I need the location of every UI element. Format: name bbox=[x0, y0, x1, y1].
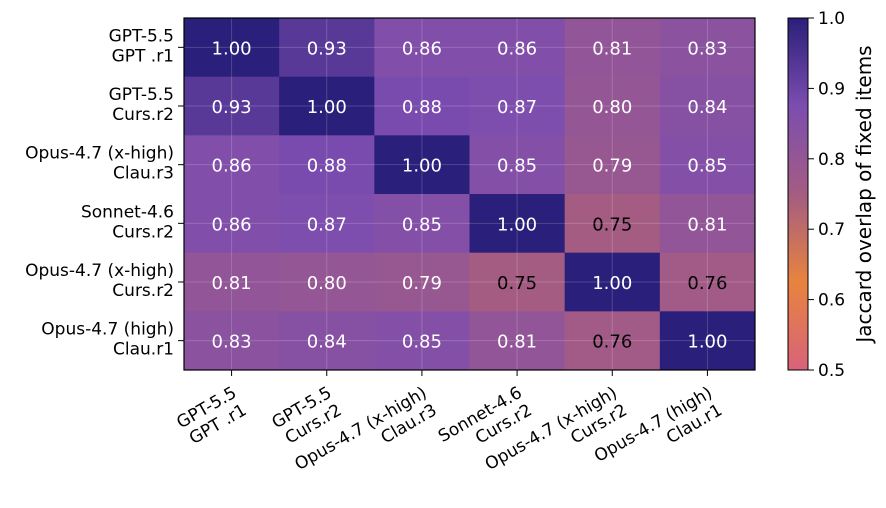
colorbar-tick-label: 0.5 bbox=[818, 361, 845, 381]
heatmap-cell bbox=[564, 76, 661, 136]
y-tick-label: Opus-4.7 (x-high) Curs.r2 bbox=[25, 261, 174, 301]
heatmap-cell bbox=[184, 194, 280, 254]
colorbar-label: Jaccard overlap of fixed items bbox=[852, 45, 876, 344]
cell-value-label: 0.85 bbox=[402, 332, 442, 353]
cell-value-label: 0.86 bbox=[212, 214, 252, 235]
cell-value-label: 0.75 bbox=[592, 214, 632, 235]
cell-value-label: 1.00 bbox=[307, 97, 347, 118]
cell-value-label: 0.76 bbox=[592, 332, 632, 353]
cell-value-label: 0.83 bbox=[687, 38, 727, 59]
heatmap-cell bbox=[279, 194, 375, 254]
y-tick-label: GPT-5.5 GPT .r1 bbox=[109, 26, 174, 66]
plot-frame bbox=[183, 17, 756, 371]
cell-value-label: 0.85 bbox=[402, 214, 442, 235]
heatmap-cell bbox=[279, 252, 375, 312]
colorbar-tick-label: 0.8 bbox=[818, 150, 845, 170]
heatmap-cell bbox=[279, 135, 375, 195]
colorbar: 0.5 0.6 0.7 0.8 0.9 1.0 Jaccard overlap of fi… bbox=[787, 9, 876, 381]
cell-value-label: 0.86 bbox=[497, 38, 537, 59]
heatmap-cell bbox=[659, 194, 756, 254]
heatmap-cell bbox=[564, 18, 661, 78]
heatmap-cell bbox=[469, 311, 566, 371]
heatmap-cell bbox=[564, 194, 661, 254]
cell-value-label: 0.85 bbox=[497, 156, 537, 177]
heatmap-cell bbox=[374, 76, 470, 136]
heatmap-cell bbox=[279, 311, 375, 371]
heatmap-cell bbox=[374, 135, 470, 195]
cell-value-label: 0.80 bbox=[307, 273, 347, 294]
heatmap-gridlines bbox=[184, 18, 755, 370]
cell-value-label: 0.83 bbox=[212, 332, 252, 353]
cell-value-label: 0.86 bbox=[402, 38, 442, 59]
heatmap-cell bbox=[659, 311, 756, 371]
cell-value-label: 0.76 bbox=[687, 273, 727, 294]
cell-value-label: 1.00 bbox=[212, 38, 252, 59]
heatmap-cell bbox=[374, 194, 470, 254]
cell-value-label: 0.81 bbox=[497, 332, 537, 353]
cell-value-label: 1.00 bbox=[497, 214, 537, 235]
heatmap-cell bbox=[659, 76, 756, 136]
colorbar-tick-label: 0.9 bbox=[818, 79, 845, 99]
heatmap-cells: 1.00 0.93 0.86 0.86 0.81 0.83 0.93 1.00 0.88 0.87… bbox=[184, 18, 756, 371]
heatmap-cell bbox=[564, 311, 661, 371]
heatmap-cell bbox=[469, 18, 566, 78]
heatmap-cell bbox=[184, 311, 280, 371]
cell-value-label: 0.80 bbox=[592, 97, 632, 118]
cell-value-label: 0.93 bbox=[212, 97, 252, 118]
heatmap-cell bbox=[374, 252, 470, 312]
colorbar-gradient bbox=[787, 17, 809, 371]
cell-value-label: 0.79 bbox=[592, 156, 632, 177]
cell-value-label: 0.79 bbox=[402, 273, 442, 294]
colorbar-tick-label: 1.0 bbox=[818, 9, 845, 29]
y-tick-label: Sonnet-4.6 Curs.r2 bbox=[81, 202, 174, 242]
cell-value-label: 0.85 bbox=[687, 156, 727, 177]
x-tick-label: GPT-5.5GPT .r1 bbox=[173, 383, 250, 450]
heatmap-cell bbox=[659, 18, 756, 78]
colorbar-tick-label: 0.6 bbox=[818, 291, 845, 311]
heatmap-cell bbox=[469, 252, 566, 312]
colorbar-ticks: 0.5 0.6 0.7 0.8 0.9 1.0 bbox=[808, 9, 845, 381]
heatmap-cell bbox=[184, 135, 280, 195]
cell-value-label: 0.81 bbox=[687, 214, 727, 235]
heatmap-cell bbox=[374, 18, 470, 78]
heatmap-cell bbox=[374, 311, 470, 371]
heatmap-cell bbox=[279, 76, 375, 136]
heatmap-cell bbox=[659, 252, 756, 312]
y-axis: GPT-5.5 GPT .r1 GPT-5.5 Curs.r2 Opus-4.7 (x-… bbox=[25, 26, 184, 360]
cell-value-label: 0.88 bbox=[402, 97, 442, 118]
cell-value-label: 0.84 bbox=[687, 97, 727, 118]
cell-value-label: 0.81 bbox=[592, 38, 632, 59]
cell-value-label: 0.81 bbox=[212, 273, 252, 294]
cell-value-label: 0.87 bbox=[497, 97, 537, 118]
cell-value-label: 0.75 bbox=[497, 273, 537, 294]
cell-value-label: 1.00 bbox=[402, 156, 442, 177]
colorbar-tick-label: 0.7 bbox=[818, 220, 845, 240]
cell-value-label: 0.88 bbox=[307, 156, 347, 177]
heatmap-cell bbox=[279, 18, 375, 78]
y-tick-label: Opus-4.7 (high) Clau.r1 bbox=[41, 320, 174, 360]
y-tick-label: Opus-4.7 (x-high) Clau.r3 bbox=[25, 144, 174, 184]
heatmap-cell bbox=[184, 76, 280, 136]
cell-value-label: 0.84 bbox=[307, 332, 347, 353]
heatmap-cell bbox=[564, 252, 661, 312]
heatmap-cell bbox=[184, 252, 280, 312]
heatmap-cell bbox=[659, 135, 756, 195]
heatmap-cell bbox=[469, 194, 566, 254]
cell-value-label: 0.87 bbox=[307, 214, 347, 235]
cell-value-label: 1.00 bbox=[687, 332, 727, 353]
heatmap-cell bbox=[564, 135, 661, 195]
heatmap-cell bbox=[469, 76, 566, 136]
heatmap-cell bbox=[469, 135, 566, 195]
cell-value-label: 0.86 bbox=[212, 156, 252, 177]
cell-value-label: 1.00 bbox=[592, 273, 632, 294]
cell-value-label: 0.93 bbox=[307, 38, 347, 59]
y-tick-label: GPT-5.5 Curs.r2 bbox=[109, 85, 174, 125]
heatmap-cell bbox=[184, 18, 280, 78]
